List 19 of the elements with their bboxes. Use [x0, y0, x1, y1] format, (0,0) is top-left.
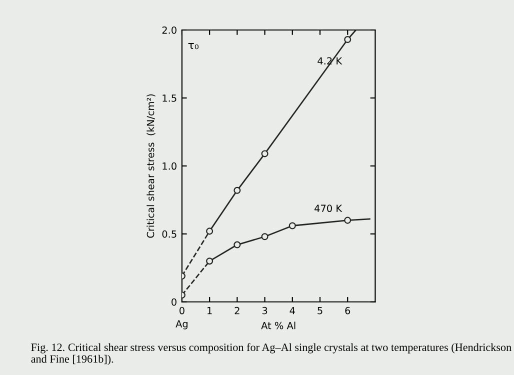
y-tick-label: 1.5 — [162, 94, 176, 102]
y-tick-label: 2.0 — [162, 26, 176, 34]
x-tick-label: 4 — [290, 307, 295, 314]
x-axis-title: At % Al — [261, 322, 296, 330]
x-tick-label: 0 — [180, 306, 184, 314]
annotation: τ₀ — [188, 42, 199, 50]
x-tick-label: 2 — [234, 306, 240, 314]
y-tick-label: 0 — [172, 298, 176, 306]
x-tick-label: 6 — [345, 306, 350, 314]
series-label: 470 K — [314, 204, 342, 212]
series-label: 4.2 K — [318, 57, 342, 64]
x-tick-label: 5 — [318, 307, 322, 314]
x-tick-label: 1 — [208, 307, 212, 314]
caption: Fig. 12. Critical shear stress versus composition for Ag–Al single crystals at two temperatures (Hendrickson and Fine [1961b]). — [31, 343, 512, 365]
y-tick-label: 1.0 — [162, 162, 176, 170]
y-tick-label: 0.5 — [162, 230, 176, 238]
annotation: Ag — [176, 320, 188, 330]
y-axis-title: Critical shear stress (kN/cm²) — [146, 94, 156, 238]
x-tick-label: 3 — [262, 306, 268, 314]
